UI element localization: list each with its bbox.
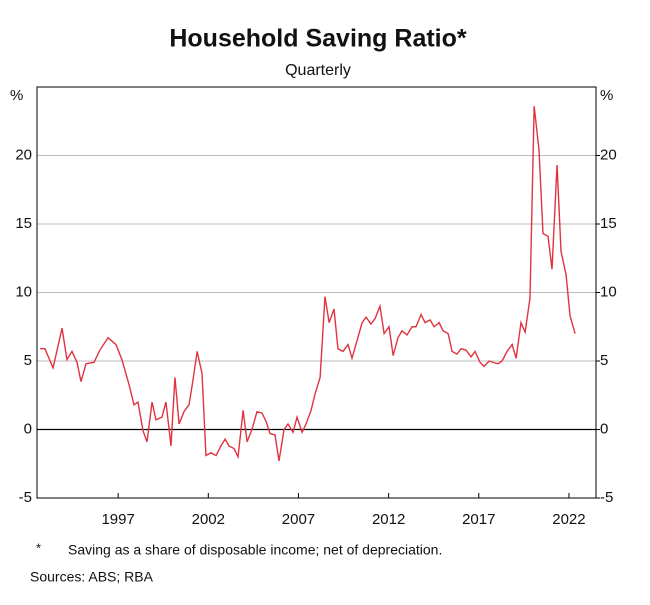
plot-frame bbox=[36, 86, 597, 499]
data-line bbox=[40, 106, 576, 462]
x-tick-label: 2017 bbox=[462, 511, 495, 528]
y2-tick-label: 10 bbox=[600, 283, 617, 300]
y2-tick-label: 15 bbox=[600, 215, 617, 232]
y-tick-label: 5 bbox=[24, 352, 32, 369]
chart-subtitle: Quarterly bbox=[285, 62, 351, 79]
y2-unit: % bbox=[600, 87, 613, 104]
x-tick-label: 1997 bbox=[101, 511, 134, 528]
chart-title: Household Saving Ratio* bbox=[169, 25, 467, 53]
x-tick-label: 2022 bbox=[552, 511, 585, 528]
x-tick-label: 2012 bbox=[372, 511, 405, 528]
y-tick-label: 10 bbox=[15, 283, 32, 300]
y-tick-label: 15 bbox=[15, 215, 32, 232]
y-tick-label: 20 bbox=[15, 146, 32, 163]
y-unit: % bbox=[10, 87, 23, 104]
x-tick-label: 2007 bbox=[282, 511, 315, 528]
sources: Sources: ABS; RBA bbox=[30, 569, 154, 585]
y-tick-label: -5 bbox=[19, 489, 32, 506]
note-marker: * bbox=[36, 540, 41, 555]
note: Saving as a share of disposable income; … bbox=[68, 542, 442, 558]
y2-tick-label: 0 bbox=[600, 420, 608, 437]
x-tick-label: 2002 bbox=[192, 511, 225, 528]
y-tick-label: 0 bbox=[24, 420, 32, 437]
y2-tick-label: 20 bbox=[600, 146, 617, 163]
y2-tick-label: 5 bbox=[600, 352, 608, 369]
y2-tick-label: -5 bbox=[600, 489, 613, 506]
